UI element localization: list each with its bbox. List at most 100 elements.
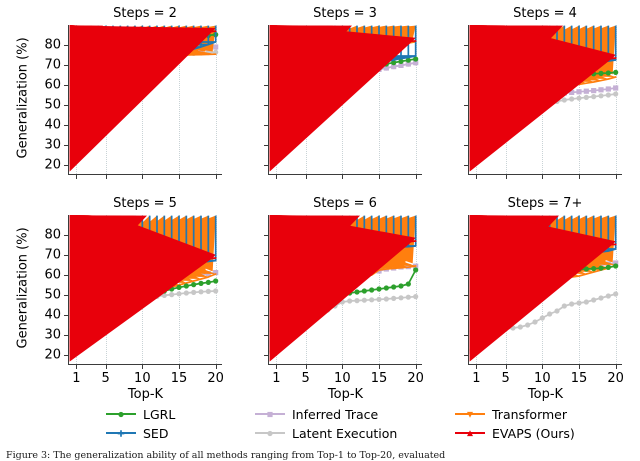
x-tick-label: 1 <box>472 371 481 386</box>
gridline-x <box>615 215 618 364</box>
plot-area: 20 30 40 50 60 70 80 Generalization (%) <box>16 25 222 179</box>
panel-title: Steps = 3 <box>313 6 377 21</box>
series-layer <box>469 215 619 362</box>
y-tick-label: 80 <box>44 37 61 53</box>
y-tick <box>64 255 69 256</box>
y-tick-label: 80 <box>44 227 61 243</box>
legend-item-lgrl: LGRL <box>106 405 175 423</box>
y-tick <box>264 65 269 66</box>
y-tick <box>464 315 469 316</box>
x-tick <box>105 364 107 369</box>
x-tick-label: 10 <box>534 371 551 386</box>
y-tick <box>64 85 69 86</box>
y-tick <box>464 355 469 356</box>
gridline-x <box>215 25 218 174</box>
gridline-x <box>179 25 181 174</box>
x-tick-label: 15 <box>170 371 188 386</box>
y-tick <box>264 335 269 336</box>
y-tick <box>64 105 69 106</box>
panel-title: Steps = 2 <box>113 6 177 21</box>
y-tick <box>464 45 469 46</box>
y-tick <box>264 355 269 356</box>
legend-swatch-triangle-down-icon <box>455 407 485 421</box>
y-tick <box>264 85 269 86</box>
y-tick <box>464 335 469 336</box>
y-tick-label: 40 <box>44 307 61 323</box>
x-axis-title: Top-K <box>327 387 364 402</box>
y-tick <box>64 335 69 336</box>
x-tick <box>305 174 307 179</box>
series-layer <box>69 215 219 362</box>
gridline-x <box>379 25 381 174</box>
x-tick <box>476 174 478 179</box>
y-tick <box>464 65 469 66</box>
legend-label: EVAPS (Ours) <box>492 425 575 441</box>
x-tick <box>276 364 278 369</box>
x-tick <box>76 364 78 369</box>
legend-label: Transformer <box>492 406 568 422</box>
y-tick-label: 20 <box>44 347 61 363</box>
y-tick-label: 30 <box>44 137 61 153</box>
series-evaps-ours <box>69 215 217 362</box>
y-tick <box>64 295 69 296</box>
x-tick <box>415 364 417 369</box>
y-tick-label: 70 <box>44 57 61 73</box>
panel-steps-5: Steps = 5 20 30 40 50 60 70 80 1 5 10 15 20 Top-K Gene… <box>16 196 224 402</box>
gridline-x <box>415 215 418 364</box>
series-evaps-ours <box>69 25 217 172</box>
legend-swatch-circle-icon <box>255 426 285 440</box>
x-tick-label: 5 <box>501 371 510 386</box>
y-tick <box>264 45 269 46</box>
gridline-x <box>615 25 618 174</box>
x-tick <box>542 364 544 369</box>
y-tick <box>464 275 469 276</box>
x-tick <box>579 174 580 179</box>
x-tick <box>342 174 344 179</box>
y-tick <box>264 255 269 256</box>
y-axis-title: Generalization (%) <box>15 37 31 159</box>
panel-title: Steps = 7+ <box>507 196 583 211</box>
x-axis-title: Top-K <box>127 387 164 402</box>
y-tick <box>64 165 69 166</box>
x-tick-label: 20 <box>607 371 624 386</box>
y-tick <box>64 315 69 316</box>
y-tick <box>264 295 269 296</box>
x-tick-label: 10 <box>134 371 151 386</box>
y-tick <box>64 355 69 356</box>
y-tick-label: 20 <box>44 157 61 173</box>
series-evaps-ours <box>269 25 417 172</box>
x-tick-label: 15 <box>570 371 588 386</box>
y-tick <box>64 235 69 236</box>
y-tick <box>464 255 469 256</box>
y-tick <box>464 85 469 86</box>
panel-steps-3: Steps = 3 <box>264 6 422 179</box>
x-tick <box>342 364 344 369</box>
y-tick <box>464 235 469 236</box>
y-tick-label: 70 <box>44 247 61 263</box>
y-tick <box>464 165 469 166</box>
y-tick <box>264 275 269 276</box>
x-tick <box>505 364 507 369</box>
y-tick-label: 60 <box>44 77 61 93</box>
y-tick <box>464 125 469 126</box>
y-tick <box>264 105 269 106</box>
y-axis-title: Generalization (%) <box>15 227 31 349</box>
y-tick <box>264 235 269 236</box>
panel-steps-2: Steps = 2 20 30 40 50 60 70 80 Generalization (%… <box>16 6 222 179</box>
x-tick <box>76 174 78 179</box>
x-tick <box>215 174 217 179</box>
y-tick <box>264 125 269 126</box>
y-tick <box>464 145 469 146</box>
x-tick <box>542 174 544 179</box>
x-tick <box>615 174 617 179</box>
series-layer <box>269 25 419 172</box>
x-tick <box>505 174 507 179</box>
y-tick <box>464 105 469 106</box>
x-tick <box>476 364 478 369</box>
panel-steps-6: Steps = 6 1 5 10 15 20 Top-K <box>264 196 424 402</box>
plot-area: 1 5 10 15 20 Top-K <box>264 215 424 402</box>
y-tick <box>464 295 469 296</box>
legend-item-evaps-ours: EVAPS (Ours) <box>455 424 575 442</box>
x-tick <box>142 174 144 179</box>
